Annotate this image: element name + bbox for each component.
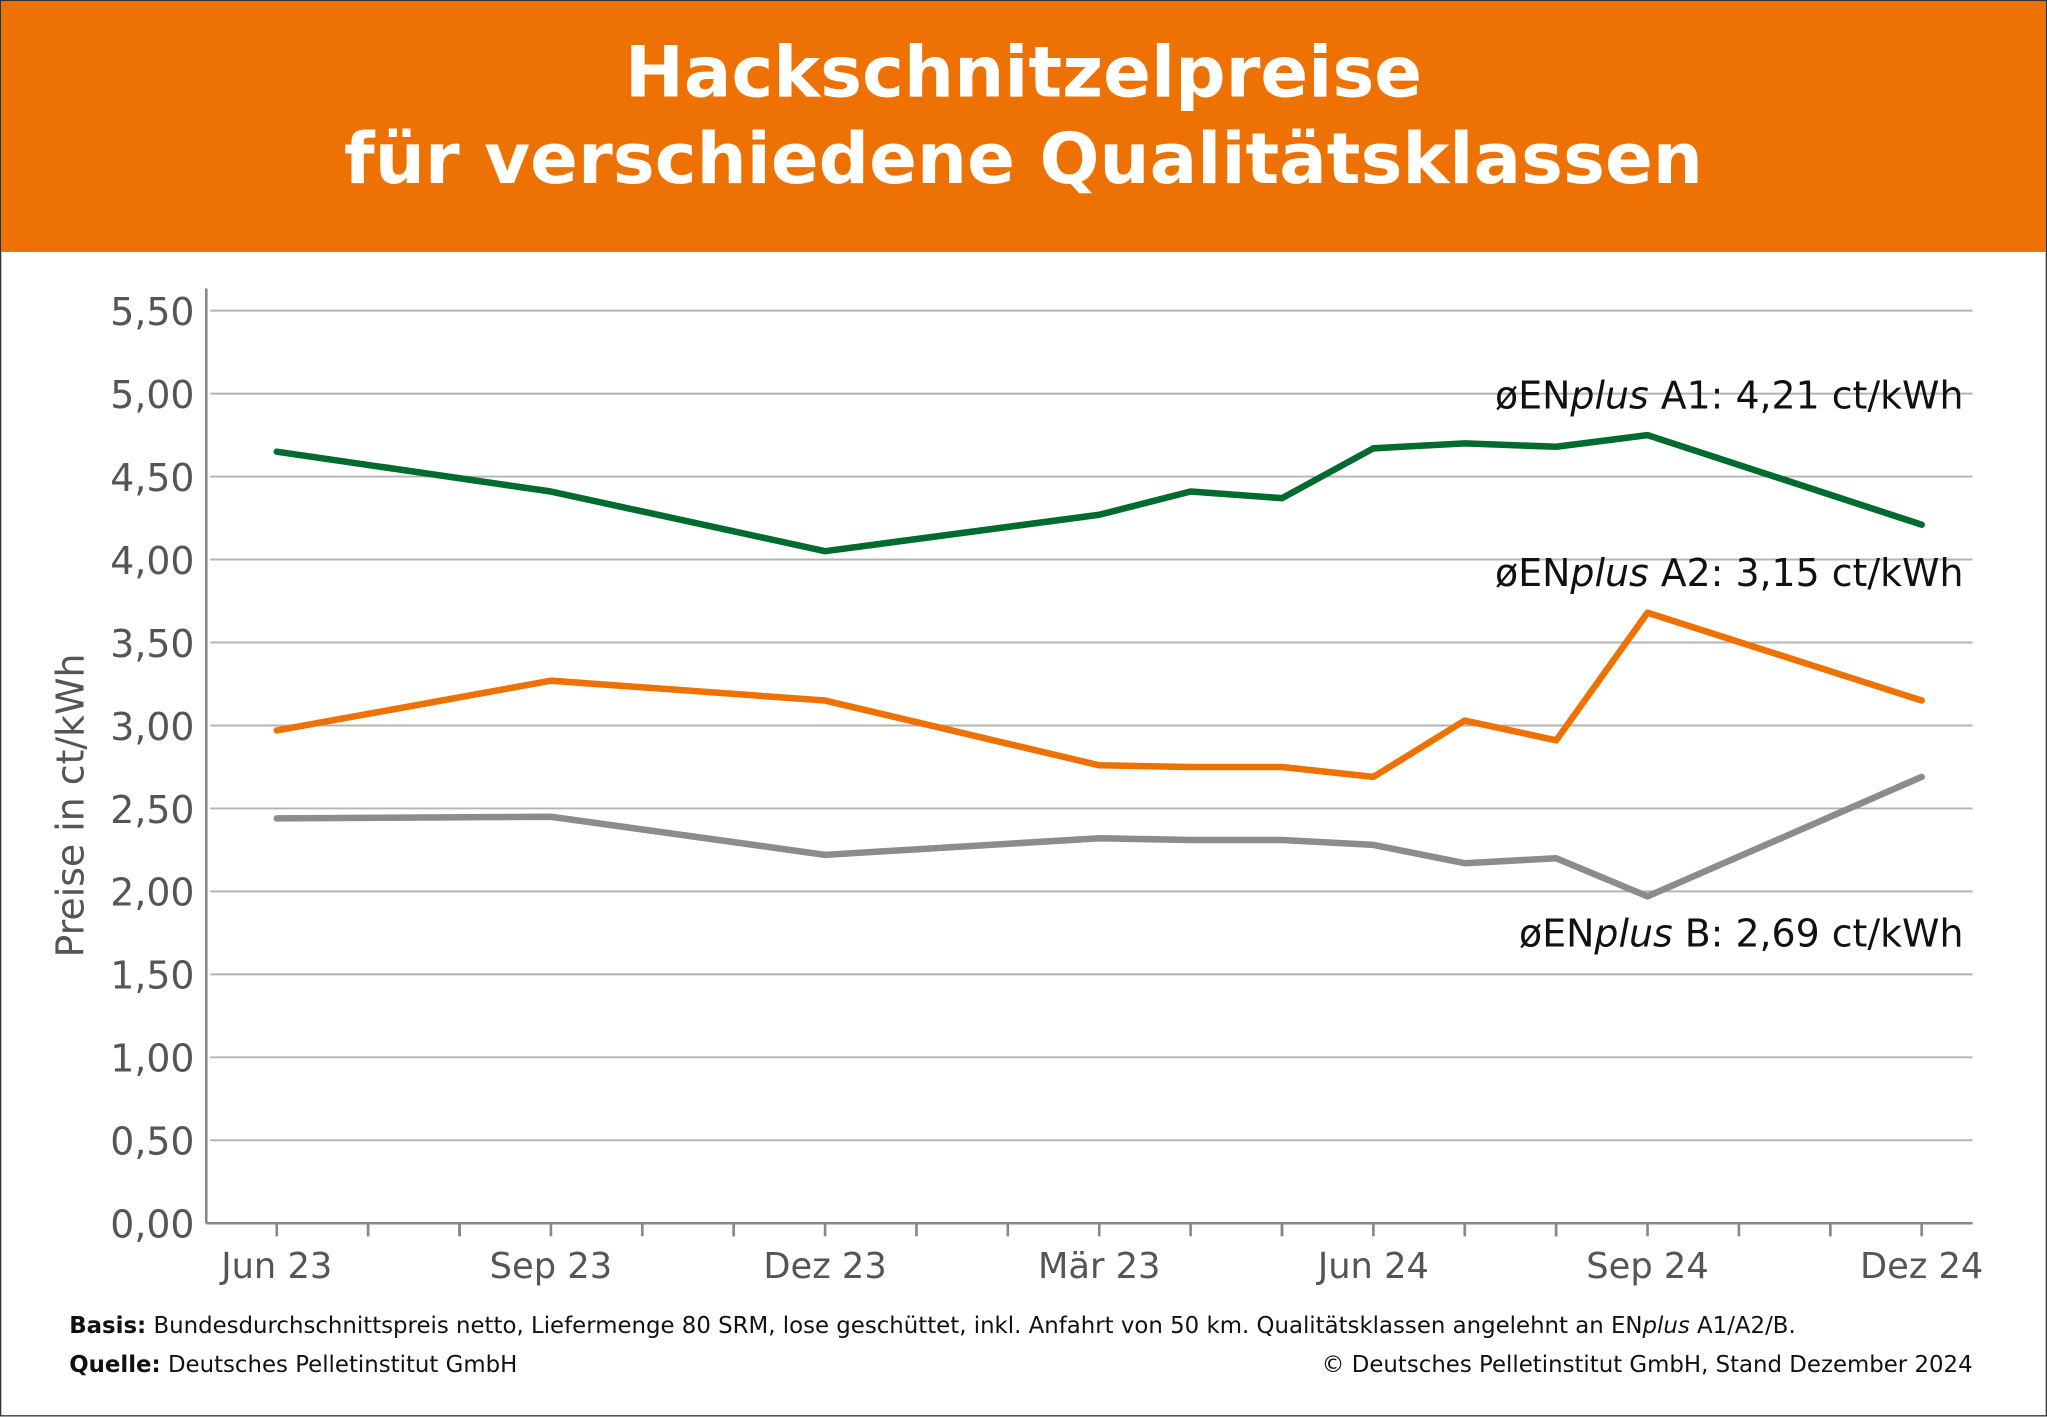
x-tick-label: Sep 23 (490, 1246, 612, 1287)
series-line-b (277, 777, 1922, 896)
y-tick-label: 2,00 (110, 871, 194, 915)
source-label: Quelle: (69, 1352, 160, 1378)
footer-source: Quelle: Deutsches Pelletinstitut GmbH (69, 1352, 517, 1378)
basis-italic: plus (1643, 1313, 1690, 1339)
y-tick-label: 2,50 (110, 788, 194, 832)
series-label-b: øENplus B: 2,69 ct/kWh (1519, 911, 1963, 955)
y-tick-label: 1,00 (110, 1037, 194, 1081)
x-tick-label: Dez 24 (1860, 1246, 1983, 1287)
footer-basis: Basis: Bundesdurchschnittspreis netto, L… (69, 1313, 1796, 1339)
y-tick-label: 0,00 (110, 1203, 194, 1247)
y-tick-label: 4,50 (110, 456, 194, 500)
x-tick-label: Jun 23 (219, 1246, 332, 1287)
x-tick-label: Mär 23 (1038, 1246, 1161, 1287)
y-tick-label: 3,50 (110, 622, 194, 666)
x-tick-label: Dez 23 (763, 1246, 886, 1287)
x-tick-label: Sep 24 (1586, 1246, 1708, 1287)
basis-text: Bundesdurchschnittspreis netto, Lieferme… (146, 1313, 1642, 1339)
series-line-a1 (277, 435, 1922, 551)
series-label-a2: øENplus A2: 3,15 ct/kWh (1495, 551, 1963, 595)
y-tick-label: 5,50 (110, 290, 194, 334)
basis-label: Basis: (69, 1313, 146, 1339)
y-tick-label: 3,00 (110, 705, 194, 749)
series-label-a1: øENplus A1: 4,21 ct/kWh (1495, 374, 1963, 418)
y-axis-label: Preise in ct/kWh (49, 654, 93, 958)
basis-end: A1/A2/B. (1690, 1313, 1796, 1339)
y-tick-label: 5,00 (110, 373, 194, 417)
copyright: © Deutsches Pelletinstitut GmbH, Stand D… (1322, 1352, 1973, 1378)
y-tick-label: 0,50 (110, 1120, 194, 1164)
series-line-a2 (277, 613, 1922, 777)
y-tick-label: 4,00 (110, 539, 194, 583)
y-tick-label: 1,50 (110, 954, 194, 998)
source-text: Deutsches Pelletinstitut GmbH (161, 1352, 518, 1378)
x-tick-label: Jun 24 (1316, 1246, 1429, 1287)
